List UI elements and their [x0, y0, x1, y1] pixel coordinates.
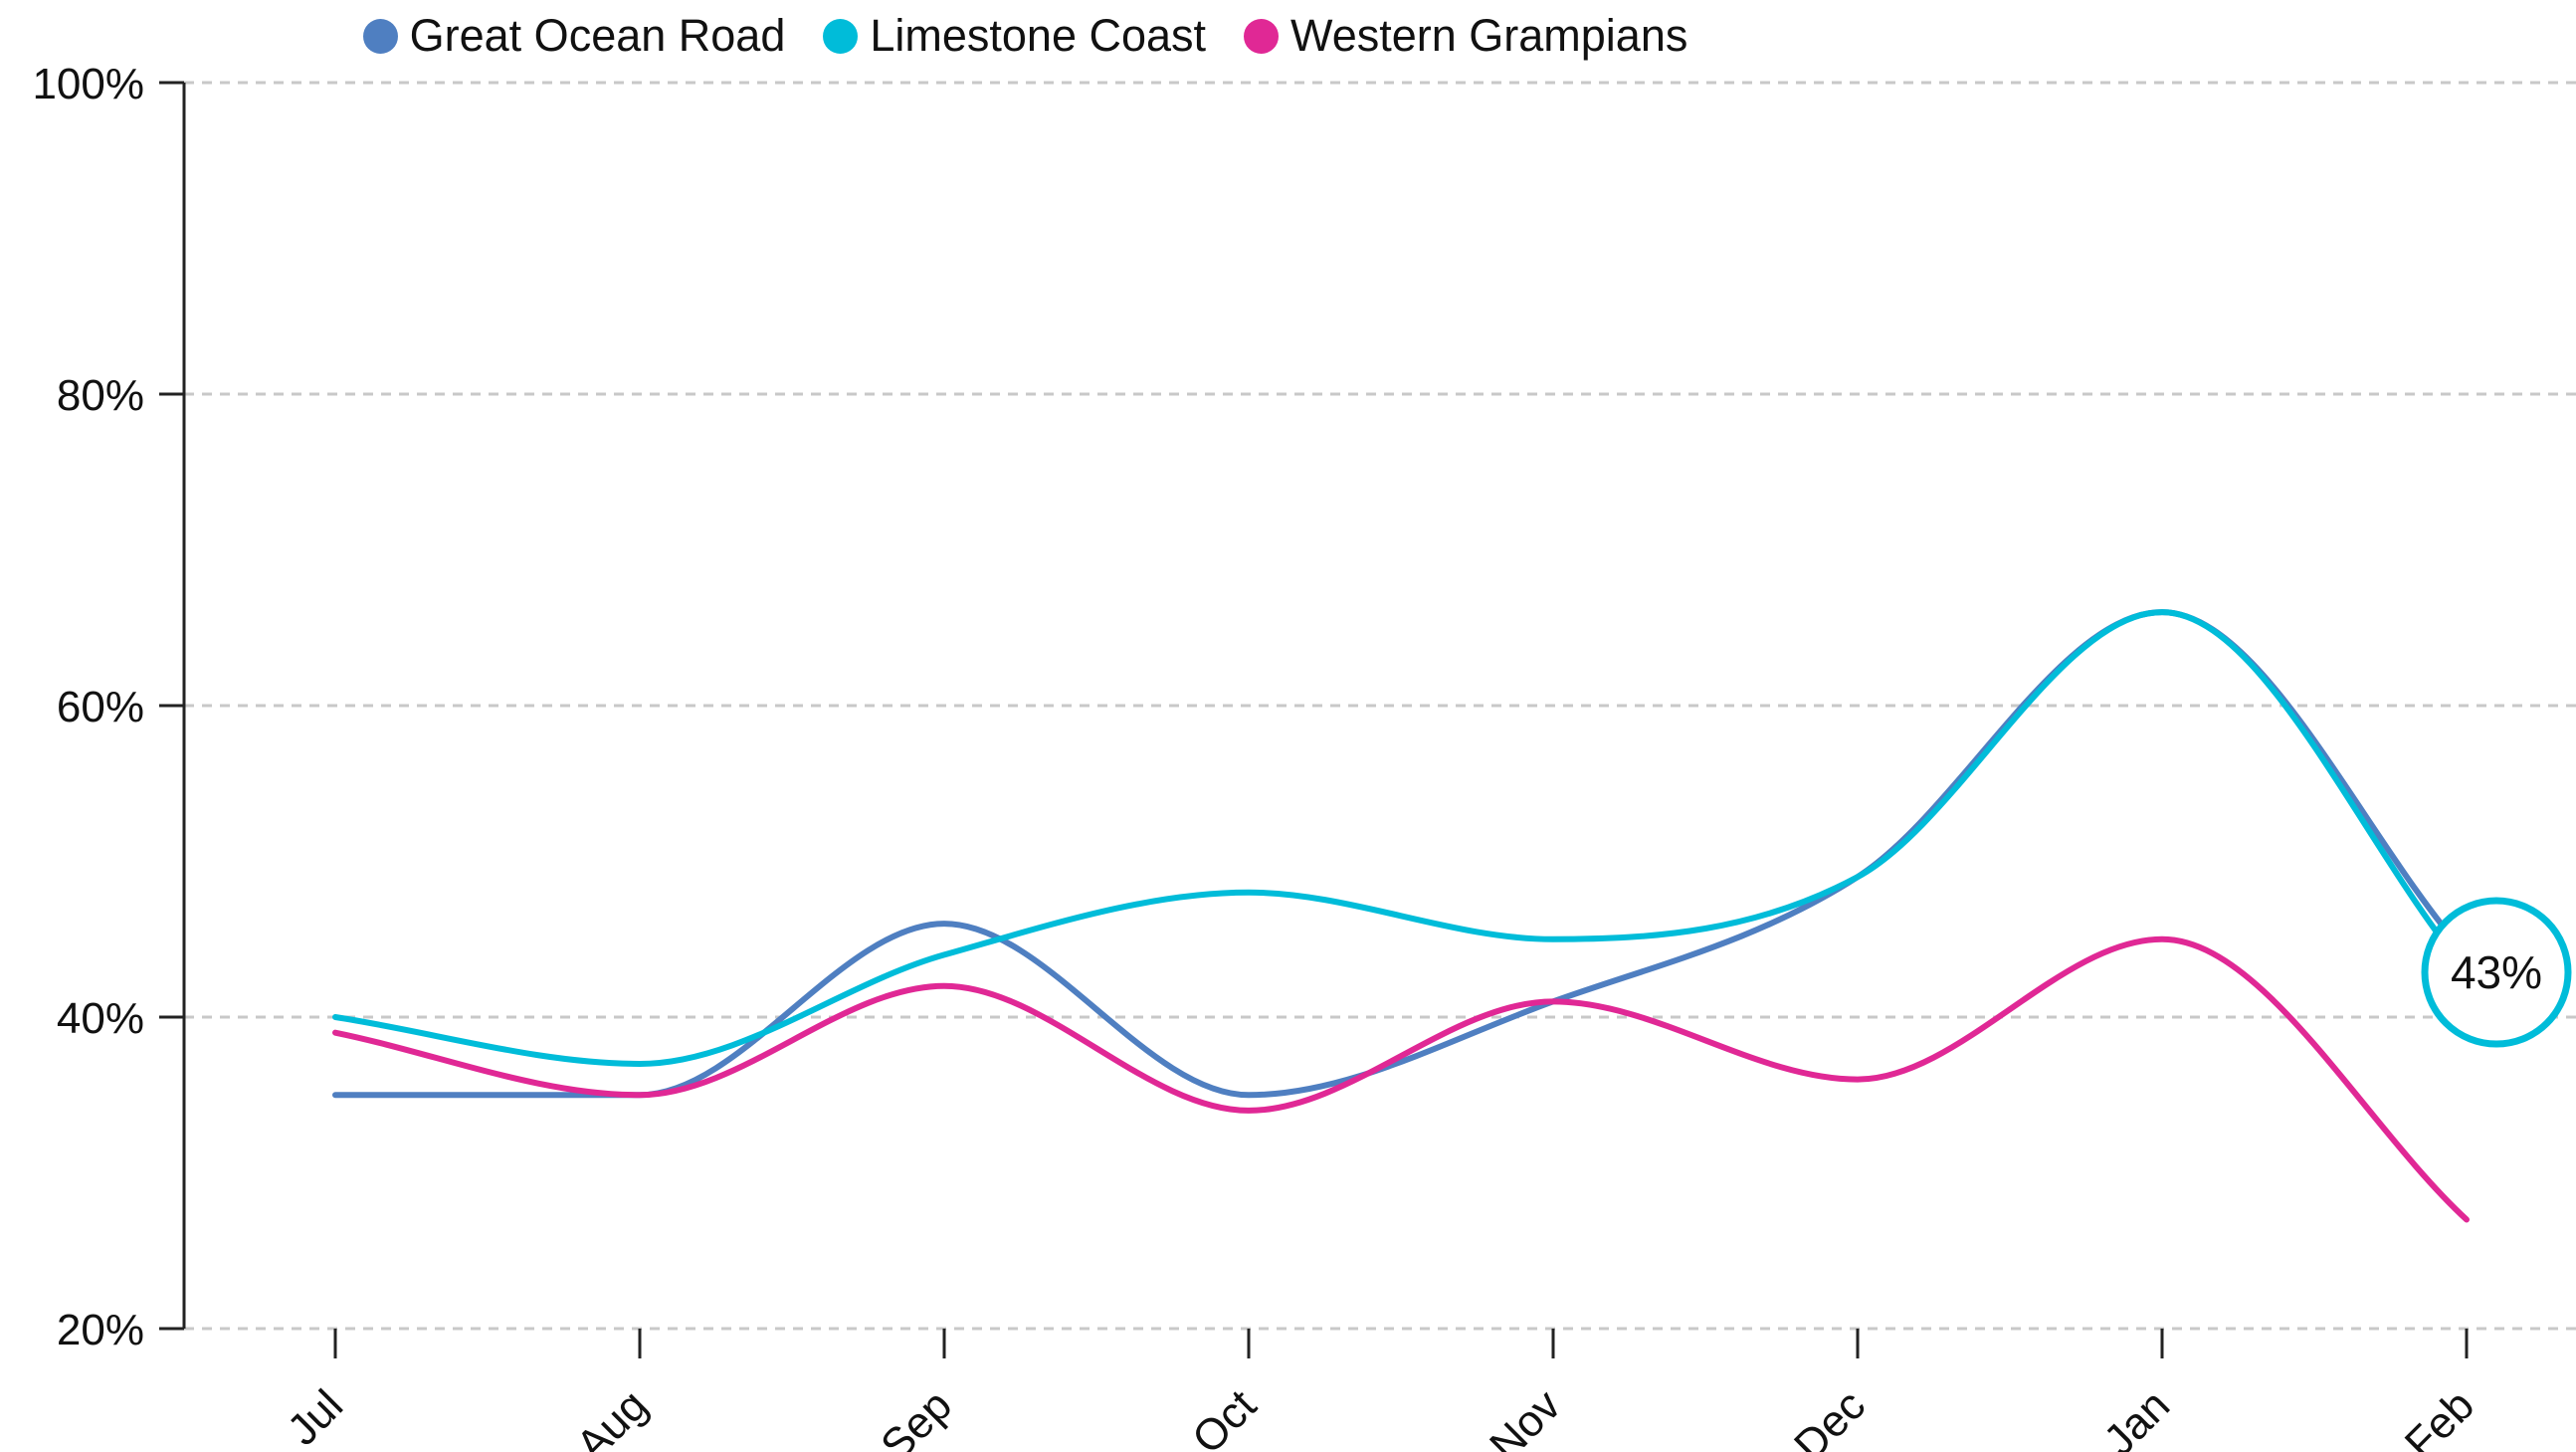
x-tick-label: Sep — [872, 1380, 961, 1452]
x-tick-label: Jul — [279, 1380, 352, 1452]
series-line-2[interactable] — [332, 935, 2470, 1223]
legend-label: Limestone Coast — [870, 10, 1207, 61]
tooltip-value: 43% — [2451, 946, 2542, 998]
x-tick-label: Aug — [567, 1380, 657, 1452]
series-line-1[interactable] — [332, 609, 2470, 1067]
legend-item-2[interactable]: Western Grampians — [1244, 10, 1687, 62]
series-lines — [332, 609, 2470, 1223]
y-tick-label: 40% — [57, 994, 144, 1043]
x-tick-label: Oct — [1183, 1380, 1266, 1452]
x-tick-label: Nov — [1481, 1380, 1570, 1452]
y-tick-label: 100% — [32, 60, 144, 108]
chart-legend: Great Ocean Road Limestone Coast Western G… — [0, 8, 2576, 64]
y-tick-label: 20% — [57, 1306, 144, 1354]
legend-item-1[interactable]: Limestone Coast — [823, 10, 1206, 62]
x-tick-label: Dec — [1785, 1380, 1875, 1452]
legend-swatch — [362, 18, 398, 54]
gridlines — [184, 81, 2576, 1331]
series-line-0[interactable] — [332, 609, 2470, 1099]
x-tick-label: Feb — [2396, 1380, 2483, 1452]
y-tick-label: 60% — [57, 683, 144, 731]
y-tick-label: 80% — [57, 371, 144, 420]
legend-label: Western Grampians — [1290, 10, 1688, 61]
legend-swatch — [823, 18, 859, 54]
tooltip-circle — [2421, 897, 2572, 1048]
axes: 20% 40% 60% 80% 100% Jul Aug Sep Oct Nov Dec Jan Feb — [32, 60, 2483, 1452]
tooltip-highlight: 43% — [2421, 897, 2572, 1048]
legend-label: Great Ocean Road — [409, 10, 786, 61]
legend-item-0[interactable]: Great Ocean Road — [362, 10, 786, 62]
legend-swatch — [1244, 18, 1280, 54]
x-tick-label: Jan — [2094, 1380, 2179, 1452]
